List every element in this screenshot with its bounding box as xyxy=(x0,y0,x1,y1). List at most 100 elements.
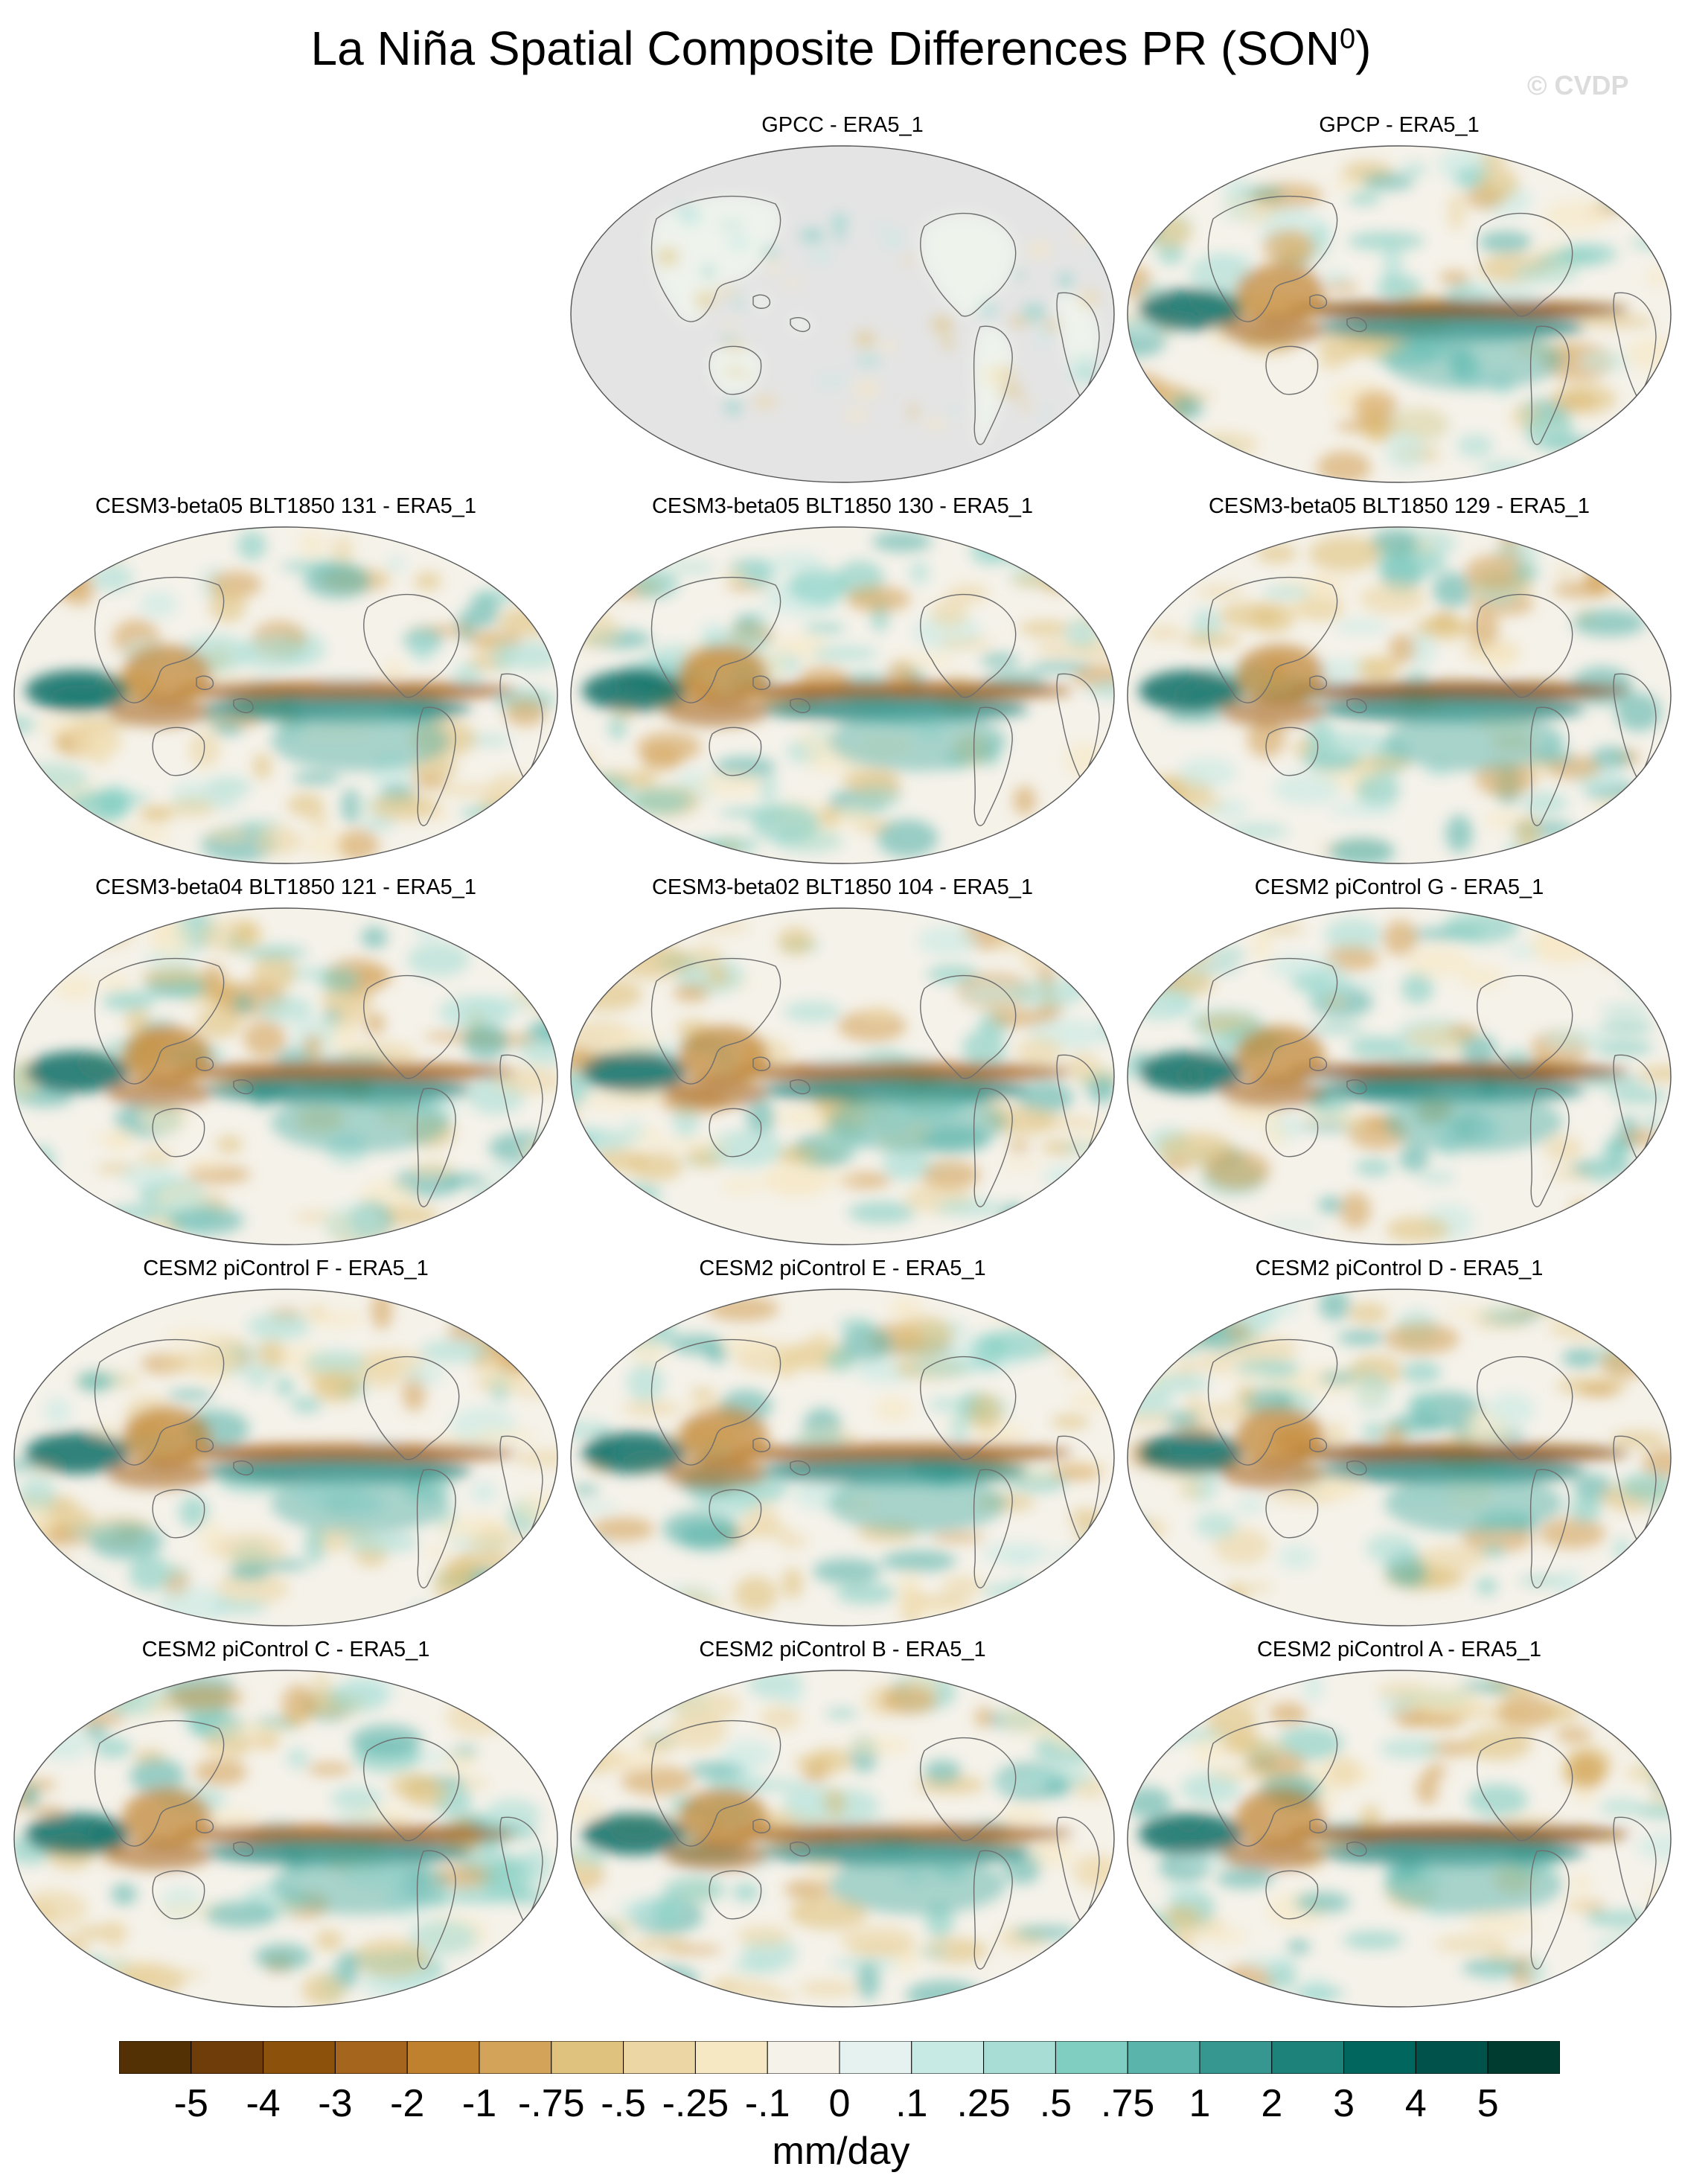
map-panel: CESM2 piControl C - ERA5_1 xyxy=(10,1638,561,2010)
robinson-map xyxy=(570,526,1115,864)
robinson-map xyxy=(13,526,558,864)
coastline xyxy=(233,1460,254,1475)
robinson-map xyxy=(1127,907,1672,1245)
coastline xyxy=(752,1437,771,1452)
colorbar-tick-label: -.25 xyxy=(662,2082,729,2125)
colorbar-tick-label: 0 xyxy=(828,2082,851,2125)
coastline xyxy=(1265,1489,1319,1539)
coastline xyxy=(790,316,810,332)
coastline xyxy=(709,727,762,776)
coastline xyxy=(233,1841,254,1856)
coastline xyxy=(650,1338,781,1466)
coastline xyxy=(1477,212,1573,317)
colorbar-tick-label: -4 xyxy=(246,2082,281,2125)
coastline xyxy=(1346,1460,1367,1475)
coastline xyxy=(233,697,254,713)
coastline xyxy=(1477,1737,1573,1842)
coastline xyxy=(196,1819,214,1833)
colorbar-units: mm/day xyxy=(772,2130,910,2173)
map-panel: CESM3-beta02 BLT1850 104 - ERA5_1 xyxy=(567,875,1118,1248)
coastline xyxy=(1265,1108,1319,1158)
coastline xyxy=(1477,593,1573,698)
colorbar-swatch xyxy=(1415,2041,1488,2074)
map-panel: CESM3-beta05 BLT1850 131 - ERA5_1 xyxy=(10,494,561,866)
coastline xyxy=(920,593,1017,698)
coastline xyxy=(1207,576,1338,703)
robinson-map xyxy=(13,1289,558,1626)
colorbar-tick-label: 1 xyxy=(1189,2082,1211,2125)
coastline xyxy=(709,1870,762,1920)
coastline xyxy=(152,727,205,776)
map-panel: CESM2 piControl G - ERA5_1 xyxy=(1124,875,1675,1248)
robinson-map xyxy=(570,1670,1115,2008)
coastline xyxy=(709,1108,762,1158)
coastline xyxy=(709,1489,762,1539)
coastline xyxy=(650,576,781,703)
coastline xyxy=(1309,1056,1328,1071)
map-panel: CESM2 piControl A - ERA5_1 xyxy=(1124,1638,1675,2010)
colorbar-swatch xyxy=(911,2041,985,2074)
coastline xyxy=(196,1056,214,1071)
colorbar-tick-label: 2 xyxy=(1261,2082,1283,2125)
map-panel-title: CESM2 piControl B - ERA5_1 xyxy=(699,1638,986,1661)
map-panel-title: CESM2 piControl E - ERA5_1 xyxy=(699,1257,986,1280)
coastline xyxy=(1477,1356,1573,1460)
robinson-map xyxy=(1127,1670,1672,2008)
colorbar-swatch xyxy=(983,2041,1056,2074)
colorbar-tick-label: 5 xyxy=(1477,2082,1499,2125)
coastline xyxy=(1529,1088,1570,1207)
colorbar-tick-label: .75 xyxy=(1101,2082,1155,2125)
map-panel: CESM2 piControl E - ERA5_1 xyxy=(567,1257,1118,1629)
colorbar-swatch xyxy=(1055,2041,1128,2074)
map-panel-title: CESM2 piControl G - ERA5_1 xyxy=(1254,875,1544,899)
colorbar-swatch xyxy=(191,2041,264,2074)
map-panel-title: GPCP - ERA5_1 xyxy=(1319,113,1480,137)
coastline xyxy=(196,1437,214,1452)
coastline xyxy=(920,212,1017,317)
coastline xyxy=(1265,345,1319,395)
coastline xyxy=(752,675,771,690)
coastline xyxy=(920,1737,1017,1842)
coastline xyxy=(790,697,810,713)
robinson-map xyxy=(13,907,558,1245)
colorbar-swatch xyxy=(623,2041,696,2074)
map-panel: GPCP - ERA5_1 xyxy=(1124,113,1675,485)
colorbar-tick-label: -2 xyxy=(390,2082,425,2125)
figure-title: La Niña Spatial Composite Differences PR… xyxy=(310,22,1372,75)
coastline xyxy=(790,1079,810,1094)
coastline xyxy=(973,706,1013,826)
coastline xyxy=(790,1841,810,1856)
robinson-map xyxy=(570,907,1115,1245)
coastline xyxy=(1529,1850,1570,1970)
coastline xyxy=(650,957,781,1085)
map-panel: CESM3-beta05 BLT1850 129 - ERA5_1 xyxy=(1124,494,1675,866)
colorbar-swatch xyxy=(1487,2041,1560,2074)
coastline xyxy=(1309,675,1328,690)
coastline xyxy=(416,706,456,826)
colorbar-swatch xyxy=(767,2041,840,2074)
coastline xyxy=(709,345,762,395)
coastline xyxy=(1207,957,1338,1085)
coastline xyxy=(1529,1469,1570,1588)
coastline xyxy=(752,294,771,309)
map-panel-title: GPCC - ERA5_1 xyxy=(761,113,924,137)
coastline xyxy=(1346,697,1367,713)
map-panel: CESM2 piControl F - ERA5_1 xyxy=(10,1257,561,1629)
coastline xyxy=(1346,316,1367,332)
map-panel-title: CESM3-beta05 BLT1850 129 - ERA5_1 xyxy=(1208,494,1590,518)
coastline xyxy=(152,1108,205,1158)
coastline xyxy=(363,1737,460,1842)
map-panel-title: CESM3-beta05 BLT1850 130 - ERA5_1 xyxy=(651,494,1034,518)
colorbar-tick-label: .25 xyxy=(956,2082,1011,2125)
coastline xyxy=(1265,1870,1319,1920)
map-panel: CESM3-beta05 BLT1850 130 - ERA5_1 xyxy=(567,494,1118,866)
colorbar-swatch xyxy=(839,2041,912,2074)
map-panel: GPCC - ERA5_1 xyxy=(567,113,1118,485)
colorbar-tick-label: -.5 xyxy=(601,2082,646,2125)
coastline xyxy=(152,1489,205,1539)
map-panel-title: CESM3-beta04 BLT1850 121 - ERA5_1 xyxy=(95,875,477,899)
map-panel: CESM2 piControl D - ERA5_1 xyxy=(1124,1257,1675,1629)
coastline xyxy=(363,974,460,1079)
coastline xyxy=(196,675,214,690)
coastline xyxy=(1207,1720,1338,1847)
